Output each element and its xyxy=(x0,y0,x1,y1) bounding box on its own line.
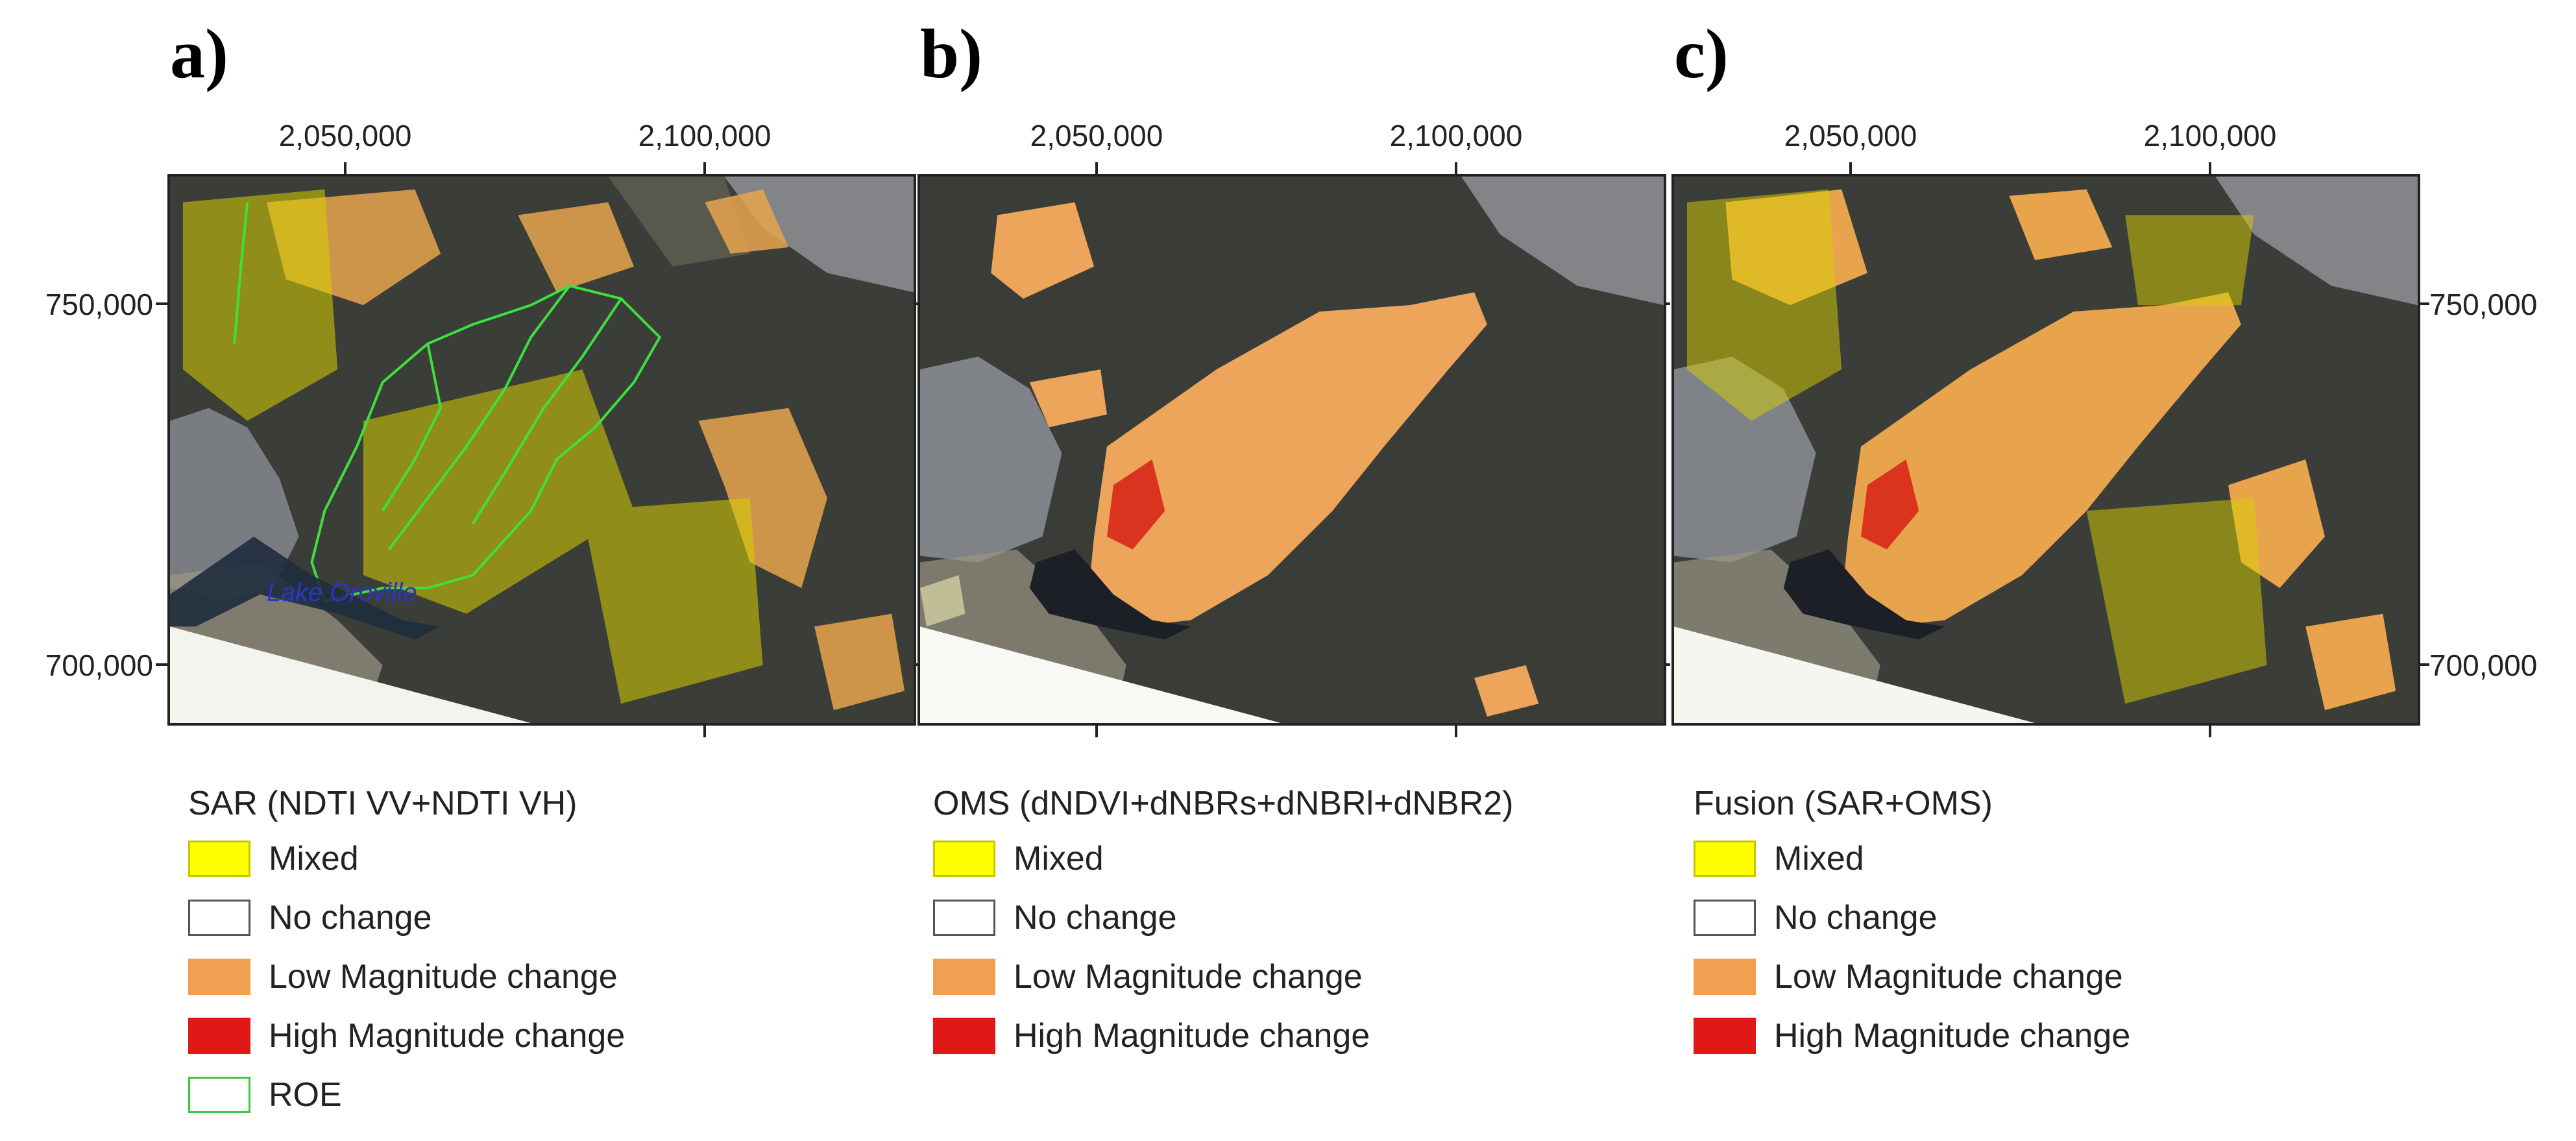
panel-c-x-tick-1: 2,050,000 xyxy=(1784,119,1917,153)
tick-mark xyxy=(1849,162,1852,174)
tick-mark xyxy=(156,663,167,666)
panel-c-y-tick-2: 700,000 xyxy=(2429,648,2538,682)
lake-oroville-label: Lake Oroville xyxy=(267,578,417,607)
panel-a-x-tick-1: 2,050,000 xyxy=(278,119,412,153)
legend-swatch xyxy=(933,1018,995,1054)
tick-mark xyxy=(1455,162,1457,174)
tick-mark xyxy=(703,726,706,737)
map-panel-b xyxy=(917,174,1666,726)
legend-title: Fusion (SAR+OMS) xyxy=(1694,785,1993,822)
tick-mark xyxy=(2209,726,2211,737)
fusion-change-map xyxy=(1674,177,2418,723)
legend-swatch xyxy=(188,840,250,877)
panel-c-letter: c) xyxy=(1674,16,1729,93)
panel-a-letter: a) xyxy=(170,16,228,93)
legend-swatch xyxy=(188,1018,250,1054)
legend-item: Mixed xyxy=(933,839,1513,879)
legend-item: Mixed xyxy=(1694,839,2130,879)
legend-swatch xyxy=(188,900,250,936)
legend-swatch xyxy=(933,840,995,877)
legend-item: High Magnitude change xyxy=(188,1016,625,1056)
legend-label: ROE xyxy=(269,1076,342,1114)
legend-label: High Magnitude change xyxy=(1774,1017,2131,1055)
sar-change-map: Lake Oroville xyxy=(170,177,914,723)
panel-a-y-tick-1: 750,000 xyxy=(45,288,153,321)
panel-b-x-tick-1: 2,050,000 xyxy=(1030,119,1163,153)
legend-label: Mixed xyxy=(1014,840,1104,877)
legend-label: Mixed xyxy=(269,840,359,877)
panel-a-x-tick-2: 2,100,000 xyxy=(638,119,772,153)
legend-swatch xyxy=(1694,840,1756,877)
legend-label: High Magnitude change xyxy=(1014,1017,1370,1055)
legend-label: Low Magnitude change xyxy=(1774,958,2123,996)
legend-panel-c: Fusion (SAR+OMS) Mixed No change Low Magni… xyxy=(1694,787,2130,1075)
legend-swatch xyxy=(1694,959,1756,995)
tick-mark xyxy=(703,162,706,174)
legend-item: No change xyxy=(933,898,1513,938)
tick-mark xyxy=(156,302,167,305)
tick-mark xyxy=(344,162,346,174)
legend-item: Low Magnitude change xyxy=(1694,957,2130,997)
legend-item: ROE xyxy=(188,1075,625,1115)
legend-item: No change xyxy=(1694,898,2130,938)
legend-label: High Magnitude change xyxy=(269,1017,626,1055)
legend-swatch xyxy=(933,959,995,995)
legend-item: No change xyxy=(188,898,625,938)
legend-item: Low Magnitude change xyxy=(933,957,1513,997)
oms-change-map xyxy=(920,177,1664,723)
tick-mark xyxy=(1095,726,1098,737)
legend-item: Low Magnitude change xyxy=(188,957,625,997)
panel-b-letter: b) xyxy=(920,16,983,93)
legend-label: Low Magnitude change xyxy=(1014,958,1363,996)
legend-item: Mixed xyxy=(188,839,625,879)
tick-mark xyxy=(1095,162,1098,174)
tick-mark xyxy=(2209,162,2211,174)
legend-label: No change xyxy=(1014,899,1177,937)
panel-b-x-tick-2: 2,100,000 xyxy=(1389,119,1523,153)
legend-swatch xyxy=(933,900,995,936)
legend-panel-a: SAR (NDTI VV+NDTI VH) Mixed No change Low … xyxy=(188,787,625,1134)
legend-title: OMS (dNDVI+dNBRs+dNBRl+dNBR2) xyxy=(933,785,1514,822)
legend-items: Mixed No change Low Magnitude change High M… xyxy=(933,839,1513,1056)
legend-swatch xyxy=(1694,1018,1756,1054)
tick-mark xyxy=(2418,302,2429,305)
panel-c-y-tick-1: 750,000 xyxy=(2429,288,2538,321)
panel-c-x-tick-2: 2,100,000 xyxy=(2143,119,2277,153)
legend-label: No change xyxy=(269,899,432,937)
legend-swatch xyxy=(188,1077,250,1113)
legend-swatch xyxy=(188,959,250,995)
legend-panel-b: OMS (dNDVI+dNBRs+dNBRl+dNBR2) Mixed No ch… xyxy=(933,787,1513,1075)
legend-label: Mixed xyxy=(1774,840,1864,877)
legend-item: High Magnitude change xyxy=(933,1016,1513,1056)
map-panel-a: Lake Oroville xyxy=(167,174,916,726)
panel-a-y-tick-2: 700,000 xyxy=(45,648,153,682)
legend-items: Mixed No change Low Magnitude change High M… xyxy=(188,839,625,1115)
map-panel-c xyxy=(1671,174,2420,726)
tick-mark xyxy=(2418,663,2429,666)
legend-label: Low Magnitude change xyxy=(269,958,618,996)
legend-items: Mixed No change Low Magnitude change High M… xyxy=(1694,839,2130,1056)
legend-swatch xyxy=(1694,900,1756,936)
tick-mark xyxy=(1455,726,1457,737)
legend-title: SAR (NDTI VV+NDTI VH) xyxy=(188,785,577,822)
legend-label: No change xyxy=(1774,899,1938,937)
legend-item: High Magnitude change xyxy=(1694,1016,2130,1056)
